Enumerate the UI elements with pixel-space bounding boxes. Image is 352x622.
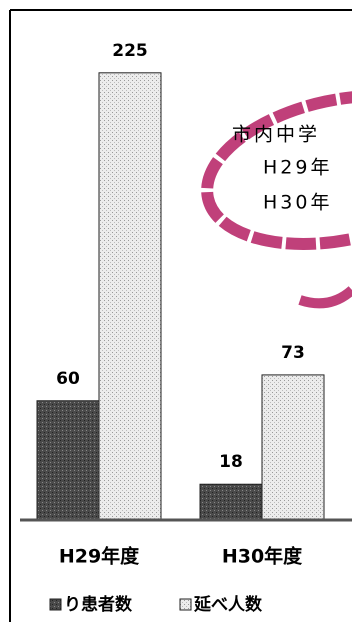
x-tick-label: H29年度 (59, 545, 140, 568)
legend-marker (50, 599, 61, 610)
annotation: 市内中学 (232, 124, 320, 146)
data-label: 60 (56, 369, 80, 389)
data-label: 73 (281, 343, 305, 363)
annotation: H30年 (263, 192, 332, 214)
data-label: 18 (219, 452, 243, 472)
chart: 市内中学 H29年 H30年 60 225 H29年度 18 73 H30年度り患者数 延べ… (0, 0, 352, 622)
legend-label: り患者数 (64, 594, 133, 615)
bar (37, 401, 99, 520)
bar (262, 375, 324, 520)
data-label: 225 (112, 41, 148, 61)
legend-marker (180, 599, 191, 610)
bar (99, 73, 161, 520)
bar (200, 484, 262, 520)
x-tick-label: H30年度 (222, 545, 303, 568)
annotation-stroke (300, 290, 352, 303)
annotation: H29年 (263, 157, 332, 179)
legend-label: 延べ人数 (193, 594, 263, 615)
